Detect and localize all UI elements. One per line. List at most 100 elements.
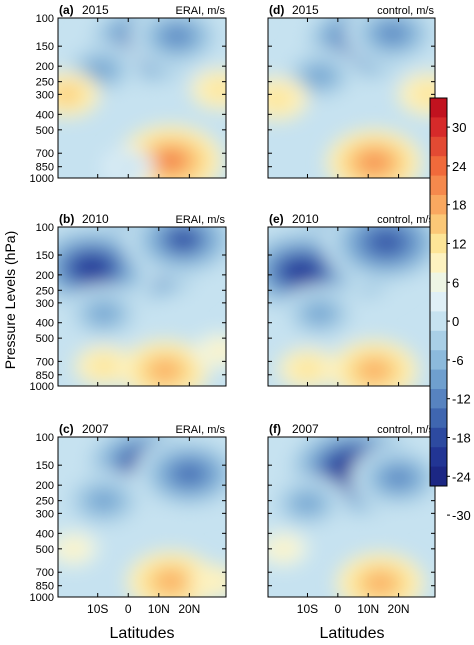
- wind-contour-4-4: [93, 306, 114, 321]
- y-tick-label: 200: [36, 61, 54, 73]
- colorbar-swatch: [430, 98, 447, 118]
- colorbar-tick-label: 6: [452, 275, 459, 290]
- wind-contour-2-4: [90, 62, 111, 77]
- wind-field: [268, 437, 435, 597]
- wind-contour-2-5: [388, 471, 409, 485]
- y-tick-label: 400: [36, 528, 54, 540]
- panel-label: (d): [269, 3, 284, 17]
- y-tick-label: 1000: [30, 381, 54, 393]
- y-tick-label: 700: [36, 148, 54, 160]
- panel-label: (f): [269, 422, 281, 436]
- y-tick-label: 1000: [30, 173, 54, 185]
- y-tick-label: 250: [36, 77, 54, 89]
- colorbar-swatch: [430, 156, 447, 177]
- panel-d: (d) 2015 control, m/s: [267, 3, 436, 179]
- y-tick-label: 500: [36, 125, 54, 137]
- colorbar-swatch: [430, 311, 447, 332]
- y-tick-label: 300: [36, 89, 54, 101]
- wind-contour-5-2: [60, 539, 86, 558]
- colorbar-swatch: [430, 427, 447, 448]
- y-tick-label: 100: [36, 222, 54, 234]
- colorbar-swatch: [430, 214, 447, 235]
- wind-field: [58, 227, 226, 386]
- x-axis-label-right: Latitudes: [320, 625, 385, 642]
- panel-year: 2010: [292, 212, 319, 226]
- wind-contour-4-5: [160, 153, 182, 168]
- panel-source: control, m/s: [377, 214, 434, 226]
- panel-year: 2010: [82, 212, 109, 226]
- colorbar-tick-label: -24: [452, 469, 471, 484]
- x-tick-label: 0: [334, 602, 341, 616]
- wind-contour-3-5: [382, 26, 403, 41]
- colorbar-frame: [429, 97, 448, 487]
- wind-contour-2-7: [291, 264, 311, 278]
- panel-label: (a): [59, 3, 74, 17]
- panel-source: ERAI, m/s: [175, 5, 225, 17]
- panel-source: control, m/s: [377, 5, 434, 17]
- colorbar-swatch: [430, 175, 447, 196]
- wind-contour-7-2: [207, 341, 226, 360]
- colorbar-tick-label: -30: [452, 508, 471, 523]
- panel-frame: [57, 17, 227, 179]
- wind-contour-6-2: [89, 355, 119, 377]
- y-tick-label: 500: [36, 333, 54, 345]
- colorbar-swatch: [430, 447, 447, 468]
- wind-contour-4-4: [159, 573, 183, 590]
- wind-contour-6-1: [190, 564, 226, 597]
- panel-source: control, m/s: [377, 424, 434, 436]
- panel-f: (f) 2007 control, m/s 10S 0 10N 20N: [267, 422, 436, 616]
- y-tick-label: 100: [36, 432, 54, 444]
- wind-contour-5-4: [363, 362, 386, 379]
- x-tick-label: 20N: [178, 602, 200, 616]
- y-tick-label: 250: [36, 496, 54, 508]
- panel-year: 2007: [292, 422, 319, 436]
- colorbar-swatch: [430, 195, 447, 215]
- wind-contour-5-2: [270, 539, 296, 558]
- colorbar-swatch: [430, 117, 447, 138]
- wind-contour-4-4: [369, 575, 392, 591]
- colorbar-tick-label: -12: [452, 392, 471, 407]
- wind-contour-6-2: [205, 79, 226, 100]
- x-tick-label: 10S: [87, 602, 108, 616]
- panel-source: ERAI, m/s: [175, 214, 225, 226]
- colorbar-swatch: [430, 292, 447, 312]
- colorbar-swatch: [430, 350, 447, 371]
- x-tick-label: 10N: [357, 602, 379, 616]
- wind-contour-7-2: [115, 157, 141, 176]
- colorbar-swatch: [430, 272, 447, 293]
- panels: (a) 2015 ERAI, m/s100150200250300400500700…: [30, 3, 436, 616]
- wind-contour-3-6: [173, 232, 194, 247]
- colorbar-swatch: [430, 330, 447, 351]
- wind-field: [268, 18, 435, 178]
- colorbar-swatch: [430, 233, 447, 254]
- wind-contour-3-4: [297, 496, 318, 511]
- y-tick-label: 300: [36, 298, 54, 310]
- wind-contour-5-2: [268, 87, 293, 110]
- x-axis-label-left: Latitudes: [110, 625, 175, 642]
- wind-contour-2-4: [309, 68, 330, 83]
- wind-field: [268, 227, 435, 386]
- panel-year: 2007: [82, 422, 109, 436]
- y-tick-label: 100: [36, 13, 54, 25]
- wind-contour-3-5: [167, 29, 187, 43]
- y-tick-label: 300: [36, 508, 54, 520]
- y-tick-label: 150: [36, 460, 54, 472]
- y-tick-label: 850: [36, 581, 54, 593]
- wind-contour-5-4: [153, 362, 177, 379]
- y-tick-label: 700: [36, 356, 54, 368]
- colorbar-tick-label: 12: [452, 237, 466, 252]
- y-tick-label: 150: [36, 250, 54, 262]
- panel-year: 2015: [82, 3, 109, 17]
- colorbar-swatch: [430, 136, 447, 157]
- colorbar-tick-label: 24: [452, 159, 466, 174]
- y-tick-label: 150: [36, 41, 54, 53]
- wind-contour-5-3: [58, 86, 79, 103]
- panel-frame: [57, 436, 227, 598]
- x-tick-label: 20N: [388, 602, 410, 616]
- colorbar-swatch: [430, 466, 447, 487]
- panel-source: ERAI, m/s: [175, 424, 225, 436]
- wind-contour-6-2: [292, 358, 323, 380]
